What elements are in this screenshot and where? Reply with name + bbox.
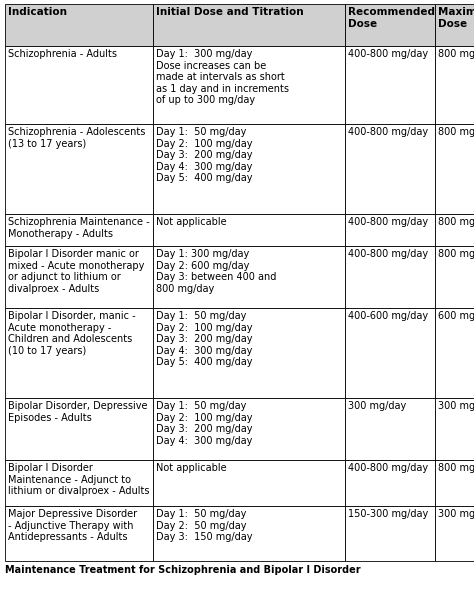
Bar	[345, 506, 435, 561]
Bar	[153, 246, 345, 308]
Text: Recommended
Dose: Recommended Dose	[348, 7, 435, 29]
Bar	[153, 398, 345, 460]
Text: Bipolar Disorder, Depressive
Episodes - Adults: Bipolar Disorder, Depressive Episodes - …	[8, 401, 147, 423]
Text: 600 mg/day: 600 mg/day	[438, 311, 474, 321]
Text: Schizophrenia Maintenance -
Monotherapy - Adults: Schizophrenia Maintenance - Monotherapy …	[8, 217, 150, 239]
Text: 400-800 mg/day: 400-800 mg/day	[348, 217, 428, 227]
Bar	[345, 4, 435, 46]
Text: 800 mg/day: 800 mg/day	[438, 127, 474, 137]
Text: Schizophrenia - Adults: Schizophrenia - Adults	[8, 49, 117, 59]
Text: Schizophrenia - Adolescents
(13 to 17 years): Schizophrenia - Adolescents (13 to 17 ye…	[8, 127, 146, 148]
Text: Bipolar I Disorder manic or
mixed - Acute monotherapy
or adjunct to lithium or
d: Bipolar I Disorder manic or mixed - Acut…	[8, 249, 145, 294]
Bar	[5, 4, 153, 46]
Text: Maximum
Dose: Maximum Dose	[438, 7, 474, 29]
Bar	[5, 460, 153, 506]
Text: 400-800 mg/day: 400-800 mg/day	[348, 463, 428, 473]
Text: Day 1:  50 mg/day
Day 2:  100 mg/day
Day 3:  200 mg/day
Day 4:  300 mg/day
Day 5: Day 1: 50 mg/day Day 2: 100 mg/day Day 3…	[156, 127, 253, 183]
Bar	[345, 246, 435, 308]
Bar	[153, 4, 345, 46]
Bar	[435, 506, 474, 561]
Bar	[435, 46, 474, 124]
Bar	[153, 214, 345, 246]
Text: 400-800 mg/day: 400-800 mg/day	[348, 49, 428, 59]
Bar	[5, 46, 153, 124]
Bar	[153, 46, 345, 124]
Text: 150-300 mg/day: 150-300 mg/day	[348, 509, 428, 519]
Text: 400-600 mg/day: 400-600 mg/day	[348, 311, 428, 321]
Bar	[435, 4, 474, 46]
Text: 300 mg/day: 300 mg/day	[348, 401, 406, 411]
Text: Not applicable: Not applicable	[156, 217, 227, 227]
Bar	[345, 214, 435, 246]
Bar	[5, 398, 153, 460]
Text: Day 1:  300 mg/day
Dose increases can be
made at intervals as short
as 1 day and: Day 1: 300 mg/day Dose increases can be …	[156, 49, 289, 105]
Text: Day 1:  50 mg/day
Day 2:  50 mg/day
Day 3:  150 mg/day: Day 1: 50 mg/day Day 2: 50 mg/day Day 3:…	[156, 509, 253, 542]
Text: Initial Dose and Titration: Initial Dose and Titration	[156, 7, 304, 17]
Text: 800 mg/day: 800 mg/day	[438, 249, 474, 259]
Bar	[153, 308, 345, 398]
Text: 800 mg/day: 800 mg/day	[438, 217, 474, 227]
Bar	[5, 214, 153, 246]
Text: Day 1:  50 mg/day
Day 2:  100 mg/day
Day 3:  200 mg/day
Day 4:  300 mg/day
Day 5: Day 1: 50 mg/day Day 2: 100 mg/day Day 3…	[156, 311, 253, 367]
Text: Bipolar I Disorder, manic -
Acute monotherapy -
Children and Adolescents
(10 to : Bipolar I Disorder, manic - Acute monoth…	[8, 311, 136, 356]
Text: Not applicable: Not applicable	[156, 463, 227, 473]
Bar	[153, 460, 345, 506]
Bar	[435, 214, 474, 246]
Text: 300 mg/day: 300 mg/day	[438, 401, 474, 411]
Bar	[435, 308, 474, 398]
Text: Maintenance Treatment for Schizophrenia and Bipolar I Disorder: Maintenance Treatment for Schizophrenia …	[5, 565, 361, 575]
Text: Bipolar I Disorder
Maintenance - Adjunct to
lithium or divalproex - Adults: Bipolar I Disorder Maintenance - Adjunct…	[8, 463, 149, 496]
Text: Day 1: 300 mg/day
Day 2: 600 mg/day
Day 3: between 400 and
800 mg/day: Day 1: 300 mg/day Day 2: 600 mg/day Day …	[156, 249, 276, 294]
Text: 300 mg/day: 300 mg/day	[438, 509, 474, 519]
Bar	[435, 124, 474, 214]
Text: 400-800 mg/day: 400-800 mg/day	[348, 127, 428, 137]
Bar	[435, 246, 474, 308]
Text: Indication: Indication	[8, 7, 67, 17]
Bar	[5, 246, 153, 308]
Bar	[345, 46, 435, 124]
Text: 800 mg/day: 800 mg/day	[438, 463, 474, 473]
Bar	[153, 124, 345, 214]
Bar	[345, 308, 435, 398]
Text: Major Depressive Disorder
- Adjunctive Therapy with
Antidepressants - Adults: Major Depressive Disorder - Adjunctive T…	[8, 509, 137, 542]
Text: 400-800 mg/day: 400-800 mg/day	[348, 249, 428, 259]
Bar	[5, 308, 153, 398]
Bar	[435, 398, 474, 460]
Bar	[345, 398, 435, 460]
Bar	[5, 506, 153, 561]
Text: Day 1:  50 mg/day
Day 2:  100 mg/day
Day 3:  200 mg/day
Day 4:  300 mg/day: Day 1: 50 mg/day Day 2: 100 mg/day Day 3…	[156, 401, 253, 446]
Bar	[345, 460, 435, 506]
Text: 800 mg/day: 800 mg/day	[438, 49, 474, 59]
Bar	[435, 460, 474, 506]
Bar	[153, 506, 345, 561]
Bar	[5, 124, 153, 214]
Bar	[345, 124, 435, 214]
